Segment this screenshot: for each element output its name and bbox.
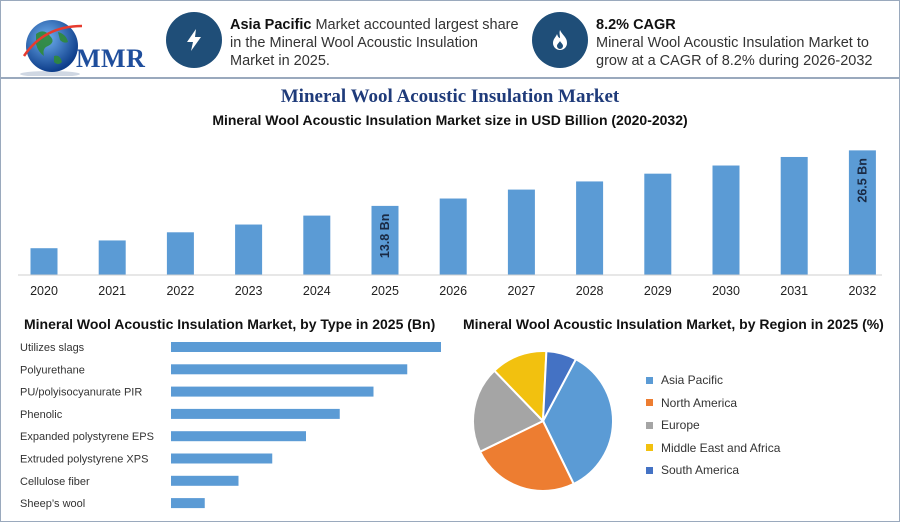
market-bar-2031 [780,156,808,275]
market-bar-2025 [371,205,399,275]
pie-slice-asia-pacific [541,357,614,486]
stat-flame-badge [532,12,588,68]
type-bar-3 [171,408,340,419]
legend-item-europe: Europe [646,418,700,432]
year-label-2028: 2028 [576,284,604,298]
pie-slice-europe [472,369,545,454]
mmr-logo: MMR [10,12,150,77]
type-label-6: Cellulose fiber [20,476,90,488]
stat-lightning-badge [166,12,222,68]
legend-item-south-america: South America [646,463,739,477]
stat-asia-pacific-body: Market accounted largest share in the Mi… [230,17,519,69]
year-label-2026: 2026 [439,284,467,298]
market-bar-2021 [98,240,126,275]
year-label-2021: 2021 [98,284,126,298]
legend-label: Europe [661,418,700,433]
market-size-chart-title: Mineral Wool Acoustic Insulation Market … [212,112,688,128]
legend-item-north-america: North America [646,396,737,410]
legend-label: North America [661,395,738,410]
market-bar-2028 [576,181,604,275]
market-bar-label-2025: 13.8 Bn [378,214,392,258]
legend-label: Asia Pacific [661,373,724,387]
legend-item-middle-east-and-africa: Middle East and Africa [646,441,780,455]
type-bar-7 [171,498,205,509]
type-label-5: Extruded polystyrene XPS [20,454,148,466]
header-divider [0,77,900,79]
stat-asia-pacific-bold: Asia Pacific [230,17,312,33]
year-label-2020: 2020 [30,284,58,298]
market-bar-label-2032: 26.5 Bn [855,158,869,202]
market-bar-2024 [303,215,331,275]
pie-slice-north-america [478,419,576,492]
stat-cagr-bold: 8.2% CAGR [596,17,676,33]
legend-swatch [646,444,653,452]
type-chart-title: Mineral Wool Acoustic Insulation Market,… [24,316,436,332]
stat-cagr: 8.2% CAGR Mineral Wool Acoustic Insulati… [596,16,886,70]
year-label-2024: 2024 [303,284,331,298]
type-bar-5 [171,453,273,464]
type-bar-2 [171,386,374,397]
region-pie-chart [472,350,614,492]
type-bar-4 [171,431,306,442]
year-label-2022: 2022 [166,284,194,298]
type-bar-6 [171,475,239,486]
type-label-7: Sheep’s wool [20,498,85,510]
pie-slice-middle-east-and-africa [492,350,548,424]
type-bar-chart: Utilizes slags Polyurethane PU/polyisocyan… [20,342,441,510]
globe-icon [20,20,83,77]
market-bar-2030 [712,165,740,275]
type-label-1: Polyurethane [20,364,85,376]
legend-swatch [646,376,653,384]
year-label-2032: 2032 [848,284,876,298]
stat-asia-pacific: Asia Pacific Market accounted largest sh… [230,16,520,70]
year-label-2023: 2023 [235,284,263,298]
market-bar-2026 [439,198,467,275]
legend-label: South America [661,463,740,478]
year-label-2025: 2025 [371,284,399,298]
market-bar-2020 [30,248,58,275]
legend-swatch [646,466,653,474]
type-bar-1 [171,364,408,375]
type-label-0: Utilizes slags [20,342,85,354]
legend-label: Middle East and Africa [661,440,781,455]
year-label-2029: 2029 [644,284,672,298]
logo-text: MMR [76,44,146,73]
market-bar-2032 [848,150,876,275]
market-bar-2023 [235,224,263,275]
legend-swatch [646,399,653,407]
lightning-icon [187,29,201,51]
type-label-3: Phenolic [20,409,63,421]
page-title: Mineral Wool Acoustic Insulation Market [280,86,620,107]
market-bar-2022 [166,232,194,275]
year-label-2031: 2031 [780,284,808,298]
type-label-4: Expanded polystyrene EPS [20,431,154,443]
type-label-2: PU/polyisocyanurate PIR [20,387,142,399]
market-bar-2029 [644,173,672,275]
region-chart-title: Mineral Wool Acoustic Insulation Market,… [463,316,884,332]
legend-swatch [646,421,653,429]
type-bar-0 [171,342,441,352]
stat-cagr-body: Mineral Wool Acoustic Insulation Market … [596,35,873,69]
flame-icon [553,30,567,50]
year-label-2027: 2027 [507,284,535,298]
legend-item-asia-pacific: Asia Pacific [646,373,723,387]
market-bar-2027 [507,189,535,275]
pie-slice-south-america [542,350,578,422]
market-size-bar-chart: 2020 2021 2022 2023 2024 2025 13.8 Bn 2026 2027 2… [18,150,882,298]
year-label-2030: 2030 [712,284,740,298]
